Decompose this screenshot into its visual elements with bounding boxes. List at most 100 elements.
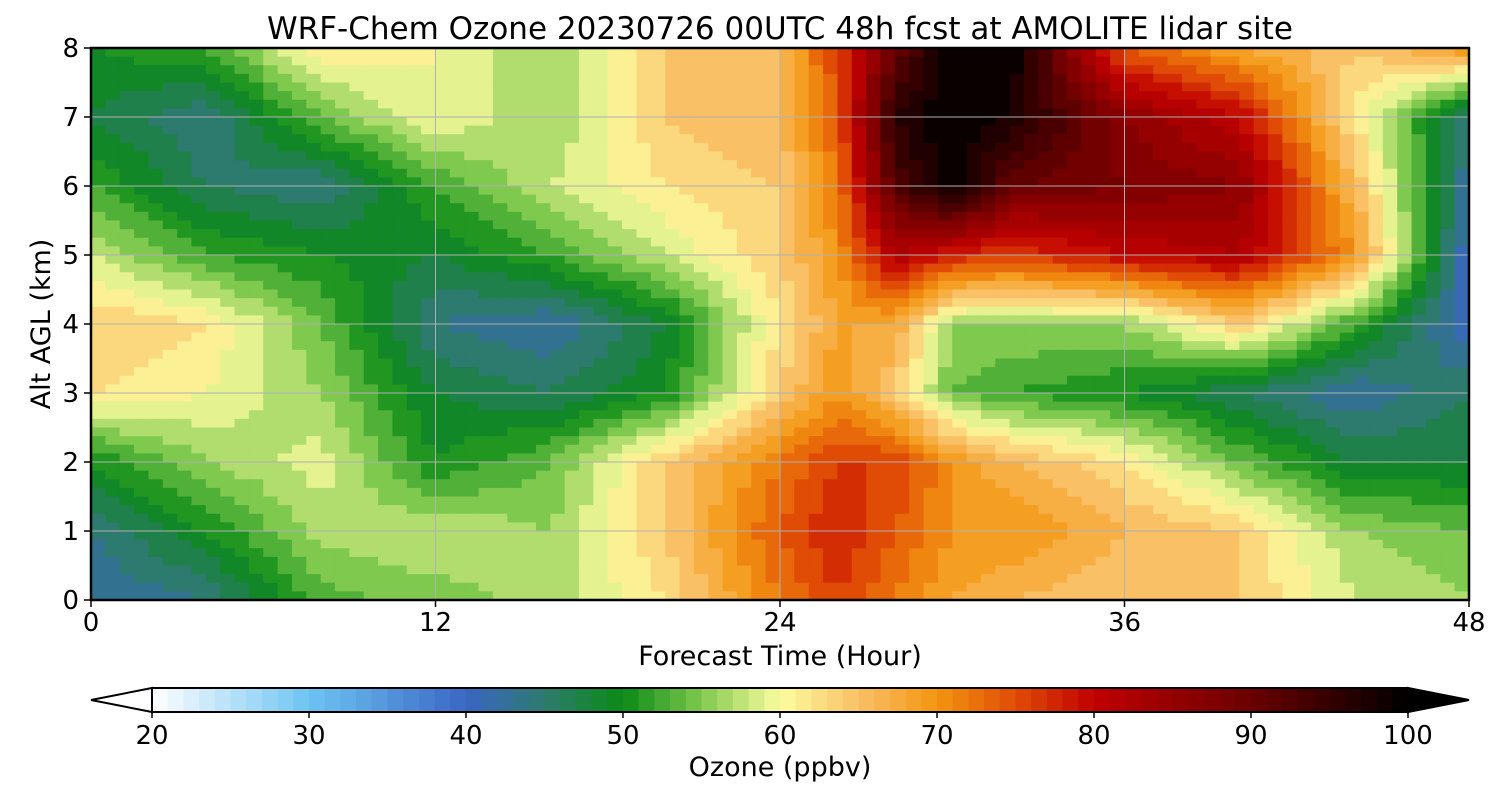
heatmap-cell — [880, 306, 896, 316]
heatmap-cell — [765, 289, 781, 299]
heatmap-cell — [780, 177, 795, 187]
heatmap-cell — [435, 160, 451, 170]
heatmap-cell — [148, 298, 164, 308]
heatmap-cell — [148, 487, 164, 498]
heatmap-cell — [162, 134, 178, 144]
heatmap-cell — [751, 177, 767, 187]
heatmap-cell — [1181, 298, 1197, 308]
heatmap-cell — [291, 306, 307, 316]
heatmap-cell — [1124, 375, 1140, 385]
heatmap-cell — [234, 393, 250, 403]
heatmap-cell — [1210, 73, 1226, 84]
heatmap-cell — [780, 220, 795, 230]
heatmap-cell — [507, 436, 523, 446]
heatmap-cell — [1110, 168, 1126, 178]
heatmap-cell — [679, 91, 695, 101]
heatmap-cell — [650, 48, 666, 58]
heatmap-cell — [564, 341, 580, 351]
heatmap-cell — [823, 324, 839, 334]
heatmap-cell — [378, 436, 394, 446]
heatmap-cell — [1138, 211, 1154, 222]
heatmap-cell — [693, 401, 709, 411]
heatmap-cell — [851, 393, 867, 403]
heatmap-cell — [851, 375, 867, 385]
heatmap-cell — [708, 91, 724, 101]
heatmap-cell — [636, 160, 652, 170]
heatmap-cell — [966, 73, 982, 84]
heatmap-cell — [722, 401, 738, 411]
heatmap-cell — [435, 56, 451, 66]
heatmap-cell — [1268, 436, 1283, 446]
heatmap-cell — [722, 263, 738, 273]
heatmap-cell — [880, 289, 896, 299]
heatmap-cell — [464, 151, 480, 161]
heatmap-cell — [1425, 117, 1441, 127]
heatmap-cell — [1253, 82, 1269, 92]
heatmap-cells — [91, 48, 1470, 601]
heatmap-cell — [177, 470, 193, 480]
heatmap-cell — [435, 186, 451, 196]
heatmap-cell — [751, 453, 767, 463]
heatmap-cell — [205, 470, 221, 480]
heatmap-cell — [1038, 479, 1054, 489]
heatmap-cell — [535, 203, 551, 213]
heatmap-cell — [378, 125, 394, 135]
heatmap-cell — [1181, 203, 1197, 213]
heatmap-cell — [162, 384, 178, 394]
heatmap-cell — [550, 160, 566, 170]
heatmap-cell — [119, 462, 135, 472]
heatmap-cell — [335, 349, 350, 360]
heatmap-cell — [1167, 48, 1183, 58]
heatmap-cell — [1167, 418, 1183, 429]
heatmap-cell — [1411, 151, 1427, 161]
heatmap-cell — [650, 367, 666, 377]
heatmap-cell — [995, 393, 1011, 403]
heatmap-cell — [593, 99, 609, 109]
heatmap-cell — [794, 487, 810, 498]
heatmap-cell — [1454, 479, 1470, 489]
heatmap-cell — [894, 436, 910, 446]
heatmap-cell — [363, 479, 379, 489]
heatmap-cell — [1397, 229, 1413, 239]
heatmap-cell — [1368, 211, 1384, 222]
heatmap-cell — [1067, 263, 1083, 273]
heatmap-cell — [507, 298, 523, 308]
heatmap-cell — [880, 410, 896, 420]
heatmap-cell — [1095, 444, 1111, 454]
heatmap-cell — [894, 177, 910, 187]
heatmap-cell — [1224, 186, 1240, 196]
heatmap-cell — [435, 263, 451, 273]
heatmap-cell — [550, 289, 566, 299]
heatmap-cell — [1024, 393, 1039, 403]
heatmap-cell — [1339, 125, 1355, 135]
heatmap-cell — [564, 367, 580, 377]
heatmap-cell — [435, 255, 451, 265]
heatmap-cell — [234, 237, 250, 247]
heatmap-cell — [1411, 332, 1427, 342]
heatmap-cell — [679, 341, 695, 351]
heatmap-cell — [909, 151, 925, 161]
heatmap-cell — [665, 393, 681, 403]
heatmap-cell — [995, 237, 1011, 247]
heatmap-cell — [1081, 134, 1097, 144]
heatmap-cell — [1124, 99, 1140, 109]
heatmap-cell — [1339, 65, 1355, 75]
heatmap-cell — [492, 263, 508, 273]
heatmap-cell — [406, 229, 422, 239]
heatmap-cell — [1253, 246, 1269, 256]
heatmap-cell — [191, 418, 207, 429]
heatmap-cell — [1325, 427, 1341, 437]
heatmap-cell — [1239, 246, 1255, 256]
heatmap-cell — [1124, 341, 1140, 351]
heatmap-cell — [937, 168, 953, 178]
heatmap-cell — [607, 324, 623, 334]
heatmap-cell — [1339, 186, 1355, 196]
heatmap-cell — [449, 151, 465, 161]
heatmap-cell — [1167, 65, 1183, 75]
heatmap-cell — [378, 211, 394, 222]
heatmap-cell — [378, 134, 394, 144]
heatmap-cell — [435, 349, 451, 360]
heatmap-cell — [736, 237, 752, 247]
heatmap-cell — [1411, 289, 1427, 299]
heatmap-cell — [1067, 298, 1083, 308]
